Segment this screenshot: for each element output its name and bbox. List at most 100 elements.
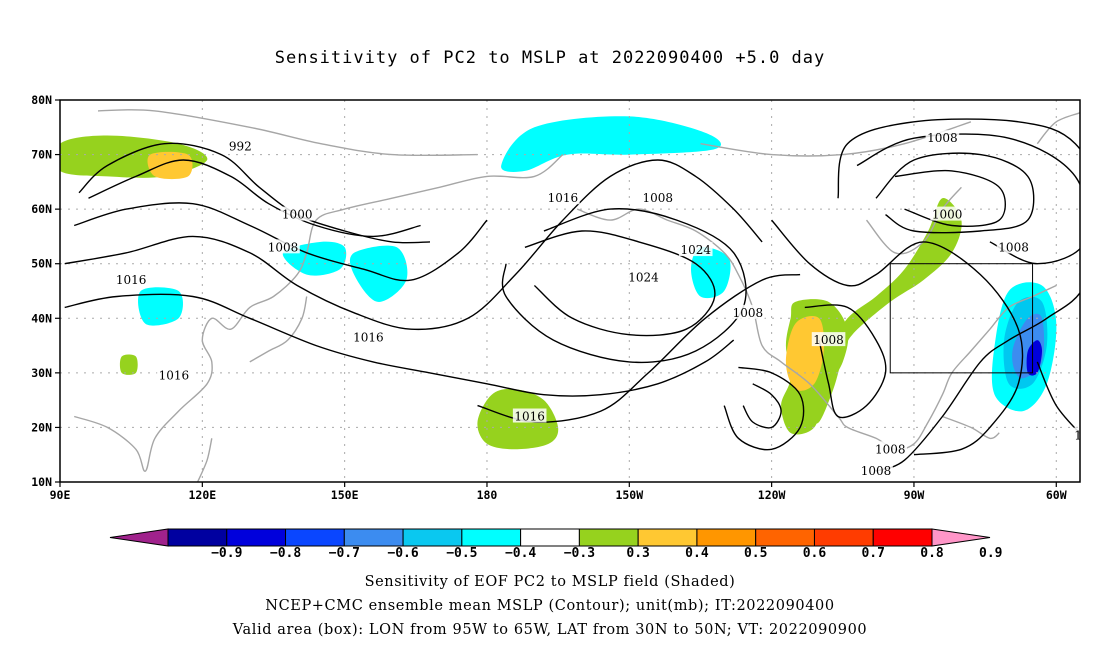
colorbar-label: 0.7: [861, 546, 884, 561]
colorbar-label: −0.9: [211, 546, 242, 561]
contour-label-bg: [678, 242, 713, 257]
shaded-region: [119, 354, 138, 375]
coastline: [576, 208, 1057, 451]
x-tick-label: 90W: [904, 488, 925, 502]
contour-label: 1008: [733, 306, 764, 320]
contour-label-bg: [811, 332, 846, 347]
contour-label-bg: [227, 138, 254, 153]
coastline: [73, 154, 564, 472]
contour-label-bg: [546, 190, 580, 205]
contour-label: 1008: [875, 442, 906, 456]
y-tick-label: 50N: [31, 257, 52, 271]
contour-label-bg: [280, 206, 315, 221]
colorbar-box: [285, 528, 345, 547]
caption-line-2: NCEP+CMC ensemble mean MSLP (Contour); u…: [265, 598, 835, 614]
mslp-contour: [837, 118, 1080, 472]
contour-label-bg: [859, 463, 893, 478]
colorbar-box: [755, 528, 815, 547]
shaded-region: [808, 198, 962, 424]
x-tick-label: 60W: [1046, 488, 1067, 502]
mslp-contour: [524, 230, 716, 337]
plot-frame: [59, 99, 1081, 483]
axis-ticks: 90E 120E 150E 180 150W 120W 90W 60W 10N 20N 30N 40N…: [31, 93, 1067, 502]
mslp-contour: [88, 159, 421, 238]
contour-label-bg: [114, 272, 148, 287]
coastline: [249, 296, 308, 363]
y-tick-label: 70N: [31, 148, 52, 162]
page-title: Sensitivity of PC2 to MSLP at 2022090400…: [274, 48, 826, 68]
x-tick-label: 180: [477, 488, 498, 502]
shaded-region: [501, 116, 722, 172]
y-tick-label: 20N: [31, 420, 52, 434]
colorbar-box: [813, 528, 874, 547]
colorbar-label: 0.9: [979, 546, 1002, 561]
contour-label-bg: [873, 441, 908, 456]
coastline: [196, 438, 213, 482]
coastlines: [73, 109, 1080, 482]
y-tick-label: 40N: [31, 311, 52, 325]
y-tick-label: 10N: [31, 475, 52, 489]
colorbar-label: 0.6: [803, 546, 827, 561]
sensitivity-shading: [60, 116, 1057, 450]
contour-label: 1008: [813, 333, 844, 347]
contour-label: 1016: [514, 410, 545, 424]
mslp-contour: [856, 133, 1080, 265]
contour-label: 1008: [927, 131, 958, 145]
colorbar-label: −0.3: [564, 546, 595, 561]
colorbar-label: 0.8: [920, 546, 944, 561]
y-tick-label: 60N: [31, 202, 52, 216]
colorbar-label: −0.6: [387, 546, 418, 561]
colorbar-box: [461, 528, 522, 547]
contour-label: 992: [229, 139, 252, 153]
coastline: [97, 109, 478, 157]
shaded-region: [691, 246, 731, 299]
contour-label-bg: [157, 367, 191, 382]
colorbar-label: −0.8: [270, 546, 301, 561]
valid-area-box: [889, 263, 1034, 374]
contour-label: 1016: [1074, 429, 1100, 443]
contour-label-bg: [626, 269, 661, 284]
contour-label-bg: [266, 239, 300, 254]
colorbar-box: [520, 528, 580, 547]
contour-label: 1016: [159, 369, 190, 383]
mslp-contour: [894, 169, 1006, 228]
contour-label-bg: [925, 130, 960, 145]
x-tick-label: 120W: [758, 488, 786, 502]
mslp-contour: [804, 304, 887, 419]
contour-label: 1016: [116, 273, 147, 287]
colorbar-max-triangle: [931, 528, 991, 547]
mslp-contour: [78, 142, 431, 244]
contour-label: 1008: [642, 191, 673, 205]
contour-labels: 992 1000 1008 1016 1016 1016 1016 1024 1024 1008 1…: [114, 130, 1100, 478]
caption-line-3: Valid area (box): LON from 95W to 65W, L…: [232, 622, 868, 638]
colorbar-box: [578, 528, 639, 547]
y-tick-label: 80N: [31, 93, 52, 107]
mslp-contour: [501, 208, 747, 364]
mslp-contour: [723, 366, 805, 451]
y-tick-label: 30N: [31, 366, 52, 380]
coastline: [942, 415, 1000, 440]
colorbar: −0.9 −0.8 −0.7 −0.6 −0.5 −0.4 −0.3 0.3 0.4 0.5 0.6…: [109, 528, 1003, 561]
colorbar-min-triangle: [109, 528, 169, 547]
x-tick-label: 90E: [50, 488, 71, 502]
contour-label: 1024: [680, 243, 711, 257]
contour-label: 1000: [282, 208, 313, 222]
contour-label: 1000: [932, 208, 963, 222]
x-tick-label: 150W: [615, 488, 643, 502]
colorbar-label: 0.4: [685, 546, 709, 561]
colorbar-label: −0.5: [446, 546, 477, 561]
coastline: [1036, 111, 1080, 145]
contour-label: 1008: [998, 240, 1029, 254]
contour-label-bg: [1072, 427, 1080, 442]
mslp-contour: [64, 159, 763, 331]
contour-label-bg: [640, 190, 675, 205]
colorbar-box: [637, 528, 698, 547]
contour-label-bg: [351, 329, 386, 344]
contour-label-bg: [930, 206, 964, 221]
contour-label-bg: [731, 304, 765, 319]
mslp-contour: [875, 152, 1035, 234]
caption-line-1: Sensitivity of EOF PC2 to MSLP field (Sh…: [364, 574, 736, 590]
colorbar-box: [226, 528, 287, 547]
contour-label-bg: [996, 239, 1031, 254]
contour-label: 1008: [268, 240, 299, 254]
